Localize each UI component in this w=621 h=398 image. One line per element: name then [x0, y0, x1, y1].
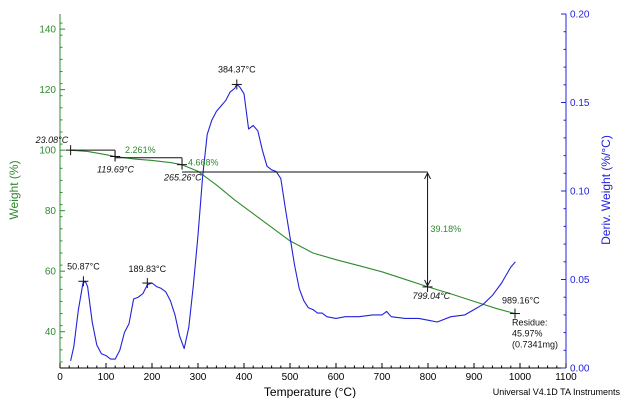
x-tick-label: 800: [420, 372, 437, 383]
loss-arrow-top: [424, 171, 432, 180]
x-tick-label: 300: [190, 372, 207, 383]
label-loss-3: 39.18%: [431, 224, 462, 234]
x-tick-label: 700: [374, 372, 391, 383]
x-tick-label: 900: [466, 372, 483, 383]
x-tick-label: 600: [328, 372, 345, 383]
weight-curve: [70, 149, 516, 315]
x-tick-label: 200: [144, 372, 161, 383]
y2-axis-label: Deriv. Weight (%/°C): [599, 135, 613, 245]
series-layer: [70, 83, 516, 362]
y2-tick-label: 0.00: [570, 364, 590, 375]
y-axis-label: Weight (%): [7, 160, 21, 219]
x-tick-label: 100: [98, 372, 115, 383]
instrument-footer: Universal V4.1D TA Instruments: [493, 387, 621, 397]
x-axis-label: Temperature (°C): [264, 385, 356, 398]
x-tick-label: 400: [236, 372, 253, 383]
y-tick-label: 60: [45, 267, 57, 278]
label-residue-pct: 45.97%: [512, 329, 543, 339]
label-50c: 50.87°C: [67, 261, 100, 271]
label-189c: 189.83°C: [129, 264, 167, 274]
y2-tick-label: 0.15: [570, 98, 590, 109]
label-residue-mass: (0.7341mg): [512, 340, 558, 350]
y-tick-label: 100: [39, 146, 56, 157]
label-23c: 23.08°C: [35, 135, 69, 145]
label-989c: 989.16°C: [502, 296, 540, 306]
y2-tick-label: 0.05: [570, 275, 590, 286]
label-265c: 265.26°C: [163, 173, 202, 183]
loss-arrow-bottom: [424, 279, 432, 288]
x-tick-label: 500: [282, 372, 299, 383]
label-loss-1: 2.261%: [125, 145, 156, 155]
y-tick-label: 80: [45, 206, 57, 217]
x-tick-label: 1100: [555, 372, 577, 383]
annotation-layer: 23.08°C 119.69°C 2.261% 265.26°C 4.668% 799.0…: [35, 64, 558, 349]
y2-tick-label: 0.20: [570, 10, 590, 21]
y-tick-label: 120: [39, 85, 56, 96]
label-loss-2: 4.668%: [188, 158, 219, 168]
y-tick-label: 140: [39, 25, 56, 36]
y-tick-label: 40: [45, 327, 57, 338]
label-119c: 119.69°C: [97, 165, 134, 175]
label-384c: 384.37°C: [218, 64, 256, 74]
label-residue: Residue:: [512, 318, 548, 328]
x-tick-label: 1000: [509, 372, 532, 383]
y2-tick-label: 0.10: [570, 187, 590, 198]
label-799c: 799.04°C: [413, 291, 451, 301]
derivative-curve: [70, 83, 516, 362]
x-tick-label: 0: [57, 372, 63, 383]
axes-layer: 0 100 200 300 400 500 600 700 800 900 1000 1100 40 60…: [39, 10, 590, 384]
